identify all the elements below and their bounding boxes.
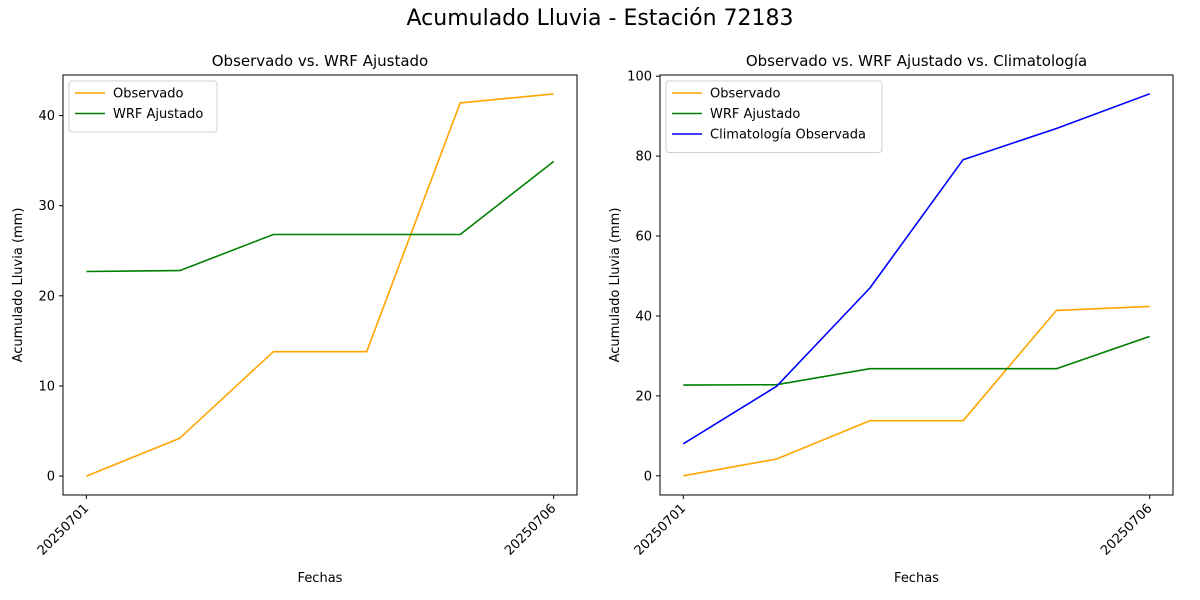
y-tick-label: 80 xyxy=(635,150,652,165)
x-axis-label: Fechas xyxy=(298,571,343,586)
legend-label: WRF Ajustado xyxy=(113,107,203,122)
x-tick-label: 20250701 xyxy=(632,501,689,558)
y-tick-label: 30 xyxy=(38,199,55,214)
x-tick-label: 20250706 xyxy=(502,501,559,558)
series-line-wrf-ajustado xyxy=(683,335,1150,386)
axes-frame xyxy=(659,74,1174,496)
figure-title: Acumulado Lluvia - Estación 72183 xyxy=(406,6,794,31)
y-axis-label: Acumulado Lluvia (mm) xyxy=(608,208,623,363)
legend-label: WRF Ajustado xyxy=(710,107,800,122)
series-line-observado xyxy=(86,93,554,477)
chart-title: Observado vs. WRF Ajustado vs. Climatolo… xyxy=(746,52,1087,70)
x-tick-label: 20250706 xyxy=(1098,501,1155,558)
y-tick-label: 20 xyxy=(635,389,652,404)
y-tick-label: 0 xyxy=(644,469,652,484)
y-tick-label: 10 xyxy=(38,379,55,394)
legend: Observado WRF Ajustado xyxy=(68,80,218,133)
legend: Observado WRF Ajustado Climatología Observ… xyxy=(665,80,883,153)
y-tick-label: 20 xyxy=(38,289,55,304)
chart-panel-2: Observado vs. WRF Ajustado vs. Climatolo… xyxy=(608,52,1174,586)
y-tick-label: 100 xyxy=(627,70,652,85)
y-tick-label: 0 xyxy=(47,470,55,485)
series-line-climatolog-a-observada xyxy=(682,93,1150,445)
chart-title: Observado vs. WRF Ajustado xyxy=(212,52,428,70)
legend-label: Observado xyxy=(113,87,184,102)
legend-label: Climatología Observada xyxy=(710,128,866,143)
axes-frame xyxy=(62,74,578,496)
y-tick-label: 40 xyxy=(38,109,55,124)
series-line-observado xyxy=(683,305,1150,477)
legend-box xyxy=(665,80,883,153)
chart-panel-1: Observado vs. WRF Ajustado 0 10 20 30 40 20250… xyxy=(11,52,578,586)
x-axis-label: Fechas xyxy=(894,571,939,586)
y-tick-label: 40 xyxy=(635,309,652,324)
y-axis-label: Acumulado Lluvia (mm) xyxy=(11,208,26,363)
legend-label: Observado xyxy=(710,87,781,102)
x-tick-label: 20250701 xyxy=(35,501,92,558)
legend-box xyxy=(68,80,218,133)
series-line-wrf-ajustado xyxy=(86,160,555,273)
y-tick-label: 60 xyxy=(635,230,652,245)
